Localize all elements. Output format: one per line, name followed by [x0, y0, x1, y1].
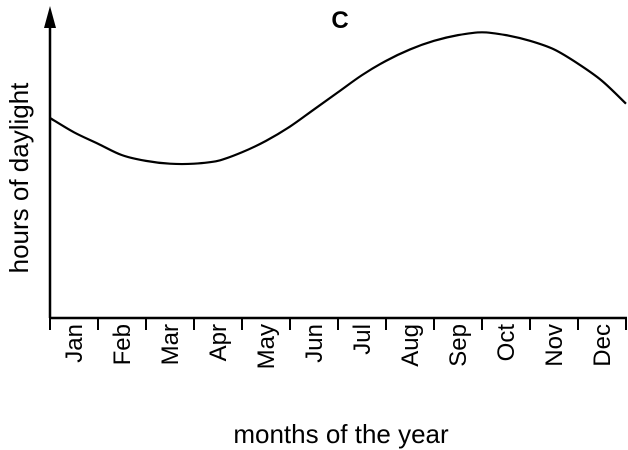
y-axis-arrow	[44, 6, 56, 28]
x-tick-label: Jul	[349, 324, 376, 355]
x-tick-label: Oct	[493, 324, 520, 362]
x-ticks	[49, 318, 627, 330]
x-tick-label: Sep	[445, 324, 472, 367]
series-line	[49, 31, 627, 166]
x-axis-title: months of the year	[233, 419, 449, 449]
chart-title: C	[331, 7, 348, 34]
y-axis-title: hours of daylight	[4, 82, 34, 274]
x-tick-label: Aug	[397, 324, 424, 367]
x-tick-label: Jan	[61, 324, 88, 363]
x-tick-label: Dec	[589, 324, 616, 367]
x-tick-label: May	[253, 324, 280, 369]
x-tick-label: Mar	[157, 324, 184, 365]
x-tick-label: Feb	[109, 324, 136, 365]
x-tick-label: Jun	[301, 324, 328, 363]
x-tick-labels: Jan Feb Mar Apr May Jun Jul Aug Sep Oct Nov Dec	[61, 324, 616, 370]
x-axis: Jan Feb Mar Apr May Jun Jul Aug Sep Oct Nov Dec	[49, 316, 627, 370]
y-axis	[44, 6, 56, 318]
x-tick-label: Apr	[205, 324, 232, 361]
x-tick-label: Nov	[541, 324, 568, 367]
